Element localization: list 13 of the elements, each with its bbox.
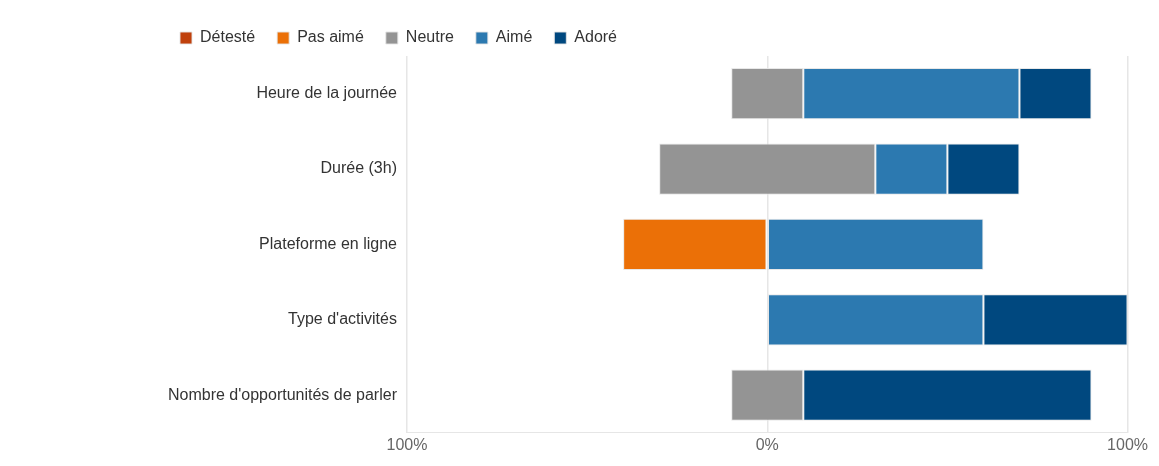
y-tick-label: Nombre d'opportunités de parler — [167, 385, 398, 403]
y-tick-label: Type d'activités — [288, 310, 397, 328]
legend-label: Neutre — [405, 28, 454, 46]
legend-label: Détesté — [200, 28, 256, 46]
x-tick-label: 100% — [386, 435, 428, 453]
x-tick-label: 100% — [1107, 435, 1148, 453]
legend-label: Adoré — [574, 28, 618, 46]
y-tick-label: Heure de la journée — [256, 84, 398, 102]
y-tick-label: Durée (3h) — [320, 159, 397, 177]
legend-label: Pas aimé — [297, 28, 364, 46]
legend-label: Aimé — [495, 28, 533, 46]
x-tick-label: 0% — [755, 435, 779, 453]
y-tick-label: Plateforme en ligne — [259, 234, 398, 252]
